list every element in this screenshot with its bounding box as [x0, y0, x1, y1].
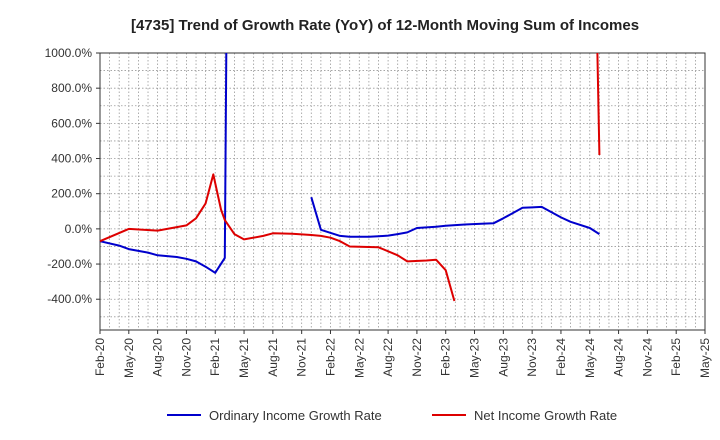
series-line-ordinary-income [310, 196, 600, 238]
x-tick-label: May-23 [468, 338, 482, 378]
legend: Ordinary Income Growth Rate Net Income G… [167, 408, 617, 423]
x-tick-label: Nov-23 [525, 338, 539, 377]
x-tick-label: May-25 [698, 338, 712, 378]
y-tick-label: -400.0% [47, 292, 92, 306]
series-line-net-income [596, 52, 601, 156]
x-tick-label: May-24 [583, 338, 597, 378]
legend-label-ordinary-income: Ordinary Income Growth Rate [209, 408, 382, 423]
x-tick-label: Feb-21 [208, 338, 222, 376]
x-tick-label: Feb-25 [669, 338, 683, 376]
legend-item-ordinary-income: Ordinary Income Growth Rate [167, 408, 382, 423]
x-tick-label: May-22 [352, 338, 366, 378]
plot-frame [99, 52, 706, 331]
x-tick-label: Feb-24 [554, 338, 568, 376]
series-lines [99, 52, 601, 302]
axes: -400.0% -200.0% 0.0% 200.0% 400.0% 600.0% 800.… [45, 46, 712, 378]
x-tick-label: Aug-20 [151, 338, 165, 377]
y-tick-label: 600.0% [51, 116, 92, 130]
series-line-ordinary-income [99, 52, 228, 274]
y-tick-label: 800.0% [51, 81, 92, 95]
y-tick-label: 1000.0% [45, 46, 93, 60]
x-tick-label: Aug-24 [612, 338, 626, 377]
legend-label-net-income: Net Income Growth Rate [474, 408, 617, 423]
x-tick-label: Feb-23 [439, 338, 453, 376]
x-tick-label: May-21 [237, 338, 251, 378]
x-tick-label: Nov-22 [410, 338, 424, 377]
y-tick-label: -200.0% [47, 257, 92, 271]
x-tick-label: Feb-20 [93, 338, 107, 376]
x-tick-label: Feb-22 [323, 338, 337, 376]
x-tick-label: Nov-21 [295, 338, 309, 377]
y-tick-label: 200.0% [51, 187, 92, 201]
x-tick-label: Aug-21 [266, 338, 280, 377]
x-tick-label: Nov-24 [640, 338, 654, 377]
grid [100, 53, 705, 330]
x-tick-label: Aug-23 [496, 338, 510, 377]
x-tick-label: Nov-20 [179, 338, 193, 377]
y-tick-label: 400.0% [51, 152, 92, 166]
x-tick-label: May-20 [122, 338, 136, 378]
series-line-net-income [99, 173, 456, 302]
x-tick-label: Aug-22 [381, 338, 395, 377]
chart-title: [4735] Trend of Growth Rate (YoY) of 12-… [131, 17, 639, 34]
legend-item-net-income: Net Income Growth Rate [432, 408, 617, 423]
y-tick-label: 0.0% [65, 222, 93, 236]
